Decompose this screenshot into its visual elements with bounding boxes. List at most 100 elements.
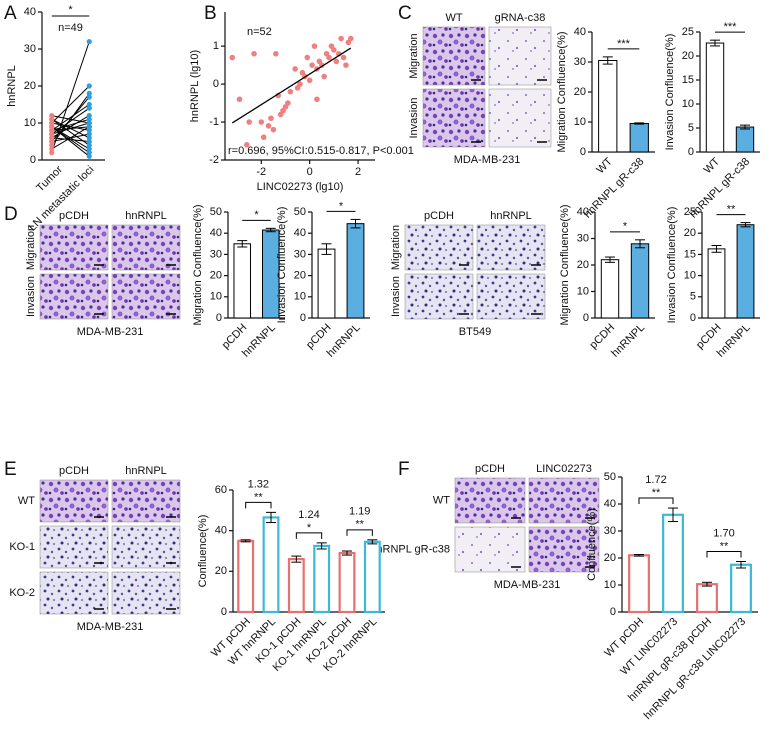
data-point (292, 66, 298, 72)
y-tick-label: 20 (24, 80, 36, 92)
bar (707, 248, 726, 319)
pair-line (51, 41, 90, 153)
y-tick-label: 20 (682, 50, 694, 62)
y-tick-label: 25 (682, 26, 694, 38)
y-tick-label: 10 (24, 117, 36, 129)
micrograph (39, 224, 109, 271)
y-tick-label: 0 (610, 606, 616, 618)
pair-line (51, 118, 90, 131)
data-point (306, 77, 313, 84)
y-tick-label: 0 (216, 312, 222, 324)
y-tick-label: 15 (682, 74, 694, 86)
data-point (343, 62, 349, 68)
data-point (340, 54, 347, 61)
bar (630, 243, 650, 319)
micrograph (111, 525, 181, 569)
micrograph (488, 88, 552, 148)
data-point (285, 100, 291, 106)
significance: * (68, 4, 73, 16)
y-tick-label: 40 (24, 6, 36, 18)
panel-letter: E (4, 459, 17, 480)
data-point (86, 146, 92, 152)
data-point (338, 35, 344, 42)
micrograph (454, 477, 526, 524)
image-row-label: Migration (25, 225, 37, 270)
y-tick-label: 30 (577, 232, 589, 244)
image-column-label: WT (445, 12, 462, 24)
bar (287, 558, 305, 614)
significance-bracket (346, 529, 373, 536)
y-tick-label: 10 (604, 579, 616, 591)
data-point (86, 83, 92, 89)
stats-label: r=0.696, 95%CI:0.515-0.817, P<0.001 (228, 145, 414, 157)
image-caption: MDA-MB-231 (77, 621, 144, 633)
image-row-label: KO-2 (9, 587, 35, 599)
data-point (49, 146, 55, 152)
y-tick-label: 10 (577, 285, 589, 297)
y-axis-label: Invasion Confluence(%) (666, 207, 678, 324)
data-point (86, 101, 92, 108)
data-point (49, 135, 55, 141)
micrograph (454, 526, 526, 573)
pair-line (51, 107, 90, 135)
significance: * (307, 522, 312, 534)
micrograph (528, 526, 600, 573)
pair-line (51, 118, 90, 146)
x-tick-label: 2 (355, 166, 361, 178)
y-tick-label: 0 (580, 146, 586, 158)
image-row-label: WT (18, 495, 35, 507)
bar (705, 42, 725, 153)
image-column-label: pCDH (59, 465, 89, 477)
bar (628, 554, 650, 614)
bar (598, 60, 618, 153)
y-tick-label: 5 (688, 122, 694, 134)
x-tick-label: hnRNPL gR-c38 (582, 156, 647, 221)
data-point (268, 115, 274, 122)
y-tick-label: 0 (690, 312, 696, 324)
data-point (326, 54, 332, 61)
bar (696, 583, 718, 614)
data-point (86, 153, 92, 159)
y-axis-label: Migration Confluence(%) (192, 204, 204, 325)
image-row-label: WT (433, 494, 450, 506)
micrograph (39, 525, 109, 569)
y-axis-label: hnRNPL (6, 65, 18, 107)
y-tick-label: 20 (210, 270, 222, 282)
y-tick-label: 20 (574, 86, 586, 98)
image-column-label: hnRNPL (125, 210, 167, 222)
fold-change: 1.72 (645, 474, 666, 486)
y-tick-label: 30 (210, 248, 222, 260)
data-point (236, 96, 243, 103)
n-label: n=52 (247, 26, 272, 38)
bar (662, 513, 684, 614)
significance: ** (727, 204, 736, 216)
data-point (348, 35, 354, 42)
significance-bracket (245, 501, 272, 509)
data-point (49, 124, 55, 130)
pair-line (51, 118, 90, 139)
x-tick-label: 0 (307, 166, 313, 178)
data-point (314, 96, 320, 103)
y-axis-label: Confluence(%) (197, 515, 209, 588)
data-point (265, 123, 272, 129)
data-point (86, 150, 92, 156)
y-tick-label: 30 (294, 248, 306, 260)
image-column-label: pCDH (59, 210, 89, 222)
image-row-label: Migration (408, 33, 420, 78)
y-tick-label: 0 (688, 146, 694, 158)
y-tick-label: 40 (294, 227, 306, 239)
data-point (331, 47, 337, 53)
data-point (251, 50, 257, 57)
data-point (86, 113, 92, 119)
significance: ** (652, 487, 661, 499)
y-tick-label: -1 (209, 116, 219, 128)
data-point (333, 58, 340, 65)
significance-bracket (295, 532, 323, 539)
micrograph (111, 571, 181, 615)
data-point (86, 94, 92, 100)
y-tick-label: 30 (604, 525, 616, 537)
data-point (273, 50, 279, 57)
data-point (49, 138, 55, 145)
image-caption: MDA-MB-231 (494, 579, 561, 591)
pair-line (51, 122, 90, 131)
